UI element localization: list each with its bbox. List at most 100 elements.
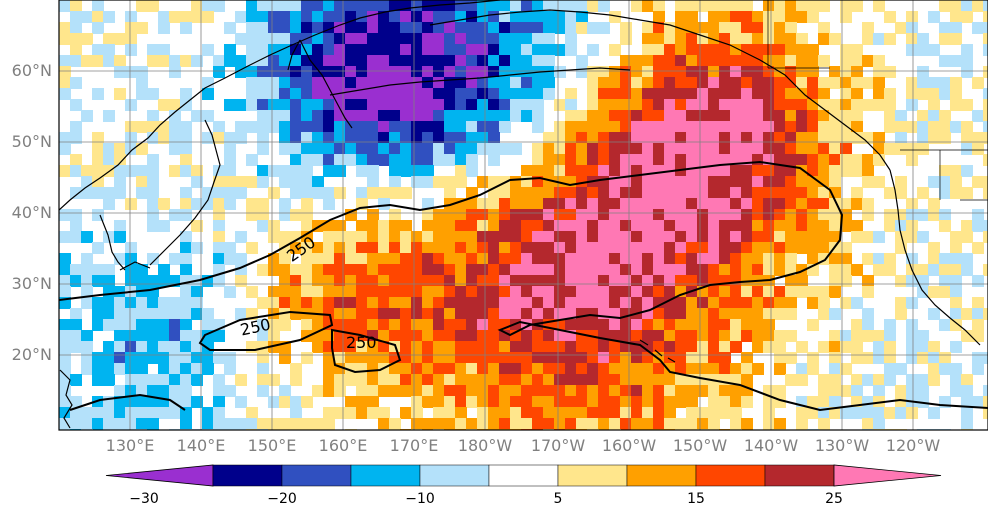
anomaly-cell	[653, 88, 665, 100]
anomaly-cell	[807, 286, 819, 298]
anomaly-cell	[114, 187, 126, 199]
anomaly-cell	[169, 352, 181, 364]
anomaly-cell	[565, 396, 577, 408]
anomaly-cell	[983, 396, 988, 408]
anomaly-cell	[389, 77, 401, 89]
anomaly-cell	[312, 44, 324, 56]
anomaly-cell	[565, 231, 577, 243]
anomaly-cell	[466, 165, 478, 177]
anomaly-cell	[114, 407, 126, 419]
anomaly-cell	[334, 143, 346, 155]
anomaly-cell	[741, 418, 753, 430]
anomaly-cell	[477, 0, 489, 12]
anomaly-cell	[367, 286, 379, 298]
anomaly-cell	[796, 220, 808, 232]
anomaly-cell	[301, 11, 313, 23]
anomaly-cell	[939, 275, 951, 287]
anomaly-cell	[620, 77, 632, 89]
anomaly-cell	[730, 110, 742, 122]
anomaly-cell	[444, 220, 456, 232]
anomaly-cell	[972, 22, 984, 34]
anomaly-cell	[719, 198, 731, 210]
anomaly-cell	[653, 55, 665, 67]
anomaly-cell	[433, 385, 445, 397]
anomaly-cell	[543, 187, 555, 199]
anomaly-cell	[829, 253, 841, 265]
anomaly-cell	[147, 385, 159, 397]
anomaly-cell	[675, 99, 687, 111]
anomaly-cell	[895, 209, 907, 221]
anomaly-cell	[554, 220, 566, 232]
anomaly-cell	[719, 77, 731, 89]
anomaly-cell	[301, 132, 313, 144]
anomaly-cell	[422, 275, 434, 287]
anomaly-cell	[631, 154, 643, 166]
anomaly-cell	[367, 297, 379, 309]
anomaly-cell	[818, 242, 830, 254]
anomaly-cell	[444, 33, 456, 45]
anomaly-cell	[455, 407, 467, 419]
anomaly-cell	[741, 44, 753, 56]
anomaly-cell	[521, 275, 533, 287]
anomaly-cell	[510, 55, 522, 67]
anomaly-cell	[719, 374, 731, 386]
anomaly-cell	[433, 275, 445, 287]
anomaly-cell	[620, 22, 632, 34]
anomaly-cell	[642, 396, 654, 408]
anomaly-cell	[807, 396, 819, 408]
anomaly-cell	[499, 77, 511, 89]
anomaly-cell	[532, 165, 544, 177]
anomaly-cell	[708, 418, 720, 430]
anomaly-cell	[323, 11, 335, 23]
anomaly-cell	[466, 297, 478, 309]
anomaly-cell	[796, 187, 808, 199]
anomaly-cell	[620, 55, 632, 67]
anomaly-cell	[719, 165, 731, 177]
anomaly-cell	[675, 33, 687, 45]
anomaly-cell	[719, 209, 731, 221]
anomaly-cell	[202, 198, 214, 210]
anomaly-cell	[675, 242, 687, 254]
anomaly-cell	[59, 66, 71, 78]
anomaly-cell	[752, 22, 764, 34]
anomaly-cell	[829, 66, 841, 78]
anomaly-cell	[389, 363, 401, 375]
anomaly-cell	[290, 143, 302, 155]
anomaly-cell	[609, 341, 621, 353]
anomaly-cell	[411, 110, 423, 122]
anomaly-cell	[653, 0, 665, 12]
anomaly-cell	[411, 66, 423, 78]
anomaly-cell	[587, 132, 599, 144]
anomaly-cell	[125, 352, 137, 364]
anomaly-cell	[532, 363, 544, 375]
anomaly-cell	[334, 77, 346, 89]
anomaly-cell	[587, 264, 599, 276]
anomaly-cell	[477, 44, 489, 56]
anomaly-cell	[763, 286, 775, 298]
anomaly-cell	[631, 297, 643, 309]
anomaly-cell	[664, 198, 676, 210]
anomaly-cell	[807, 132, 819, 144]
anomaly-cell	[884, 66, 896, 78]
anomaly-cell	[400, 363, 412, 375]
anomaly-cell	[686, 198, 698, 210]
anomaly-cell	[840, 341, 852, 353]
anomaly-cell	[774, 44, 786, 56]
anomaly-cell	[708, 176, 720, 188]
anomaly-cell	[906, 143, 918, 155]
anomaly-cell	[587, 154, 599, 166]
anomaly-cell	[147, 253, 159, 265]
anomaly-cell	[367, 242, 379, 254]
anomaly-cell	[477, 352, 489, 364]
anomaly-cell	[356, 231, 368, 243]
anomaly-cell	[246, 66, 258, 78]
anomaly-cell	[862, 176, 874, 188]
anomaly-cell	[686, 407, 698, 419]
anomaly-cell	[884, 209, 896, 221]
anomaly-cell	[114, 154, 126, 166]
anomaly-cell	[323, 363, 335, 375]
anomaly-cell	[829, 165, 841, 177]
anomaly-cell	[895, 385, 907, 397]
anomaly-cell	[807, 121, 819, 133]
anomaly-cell	[598, 253, 610, 265]
